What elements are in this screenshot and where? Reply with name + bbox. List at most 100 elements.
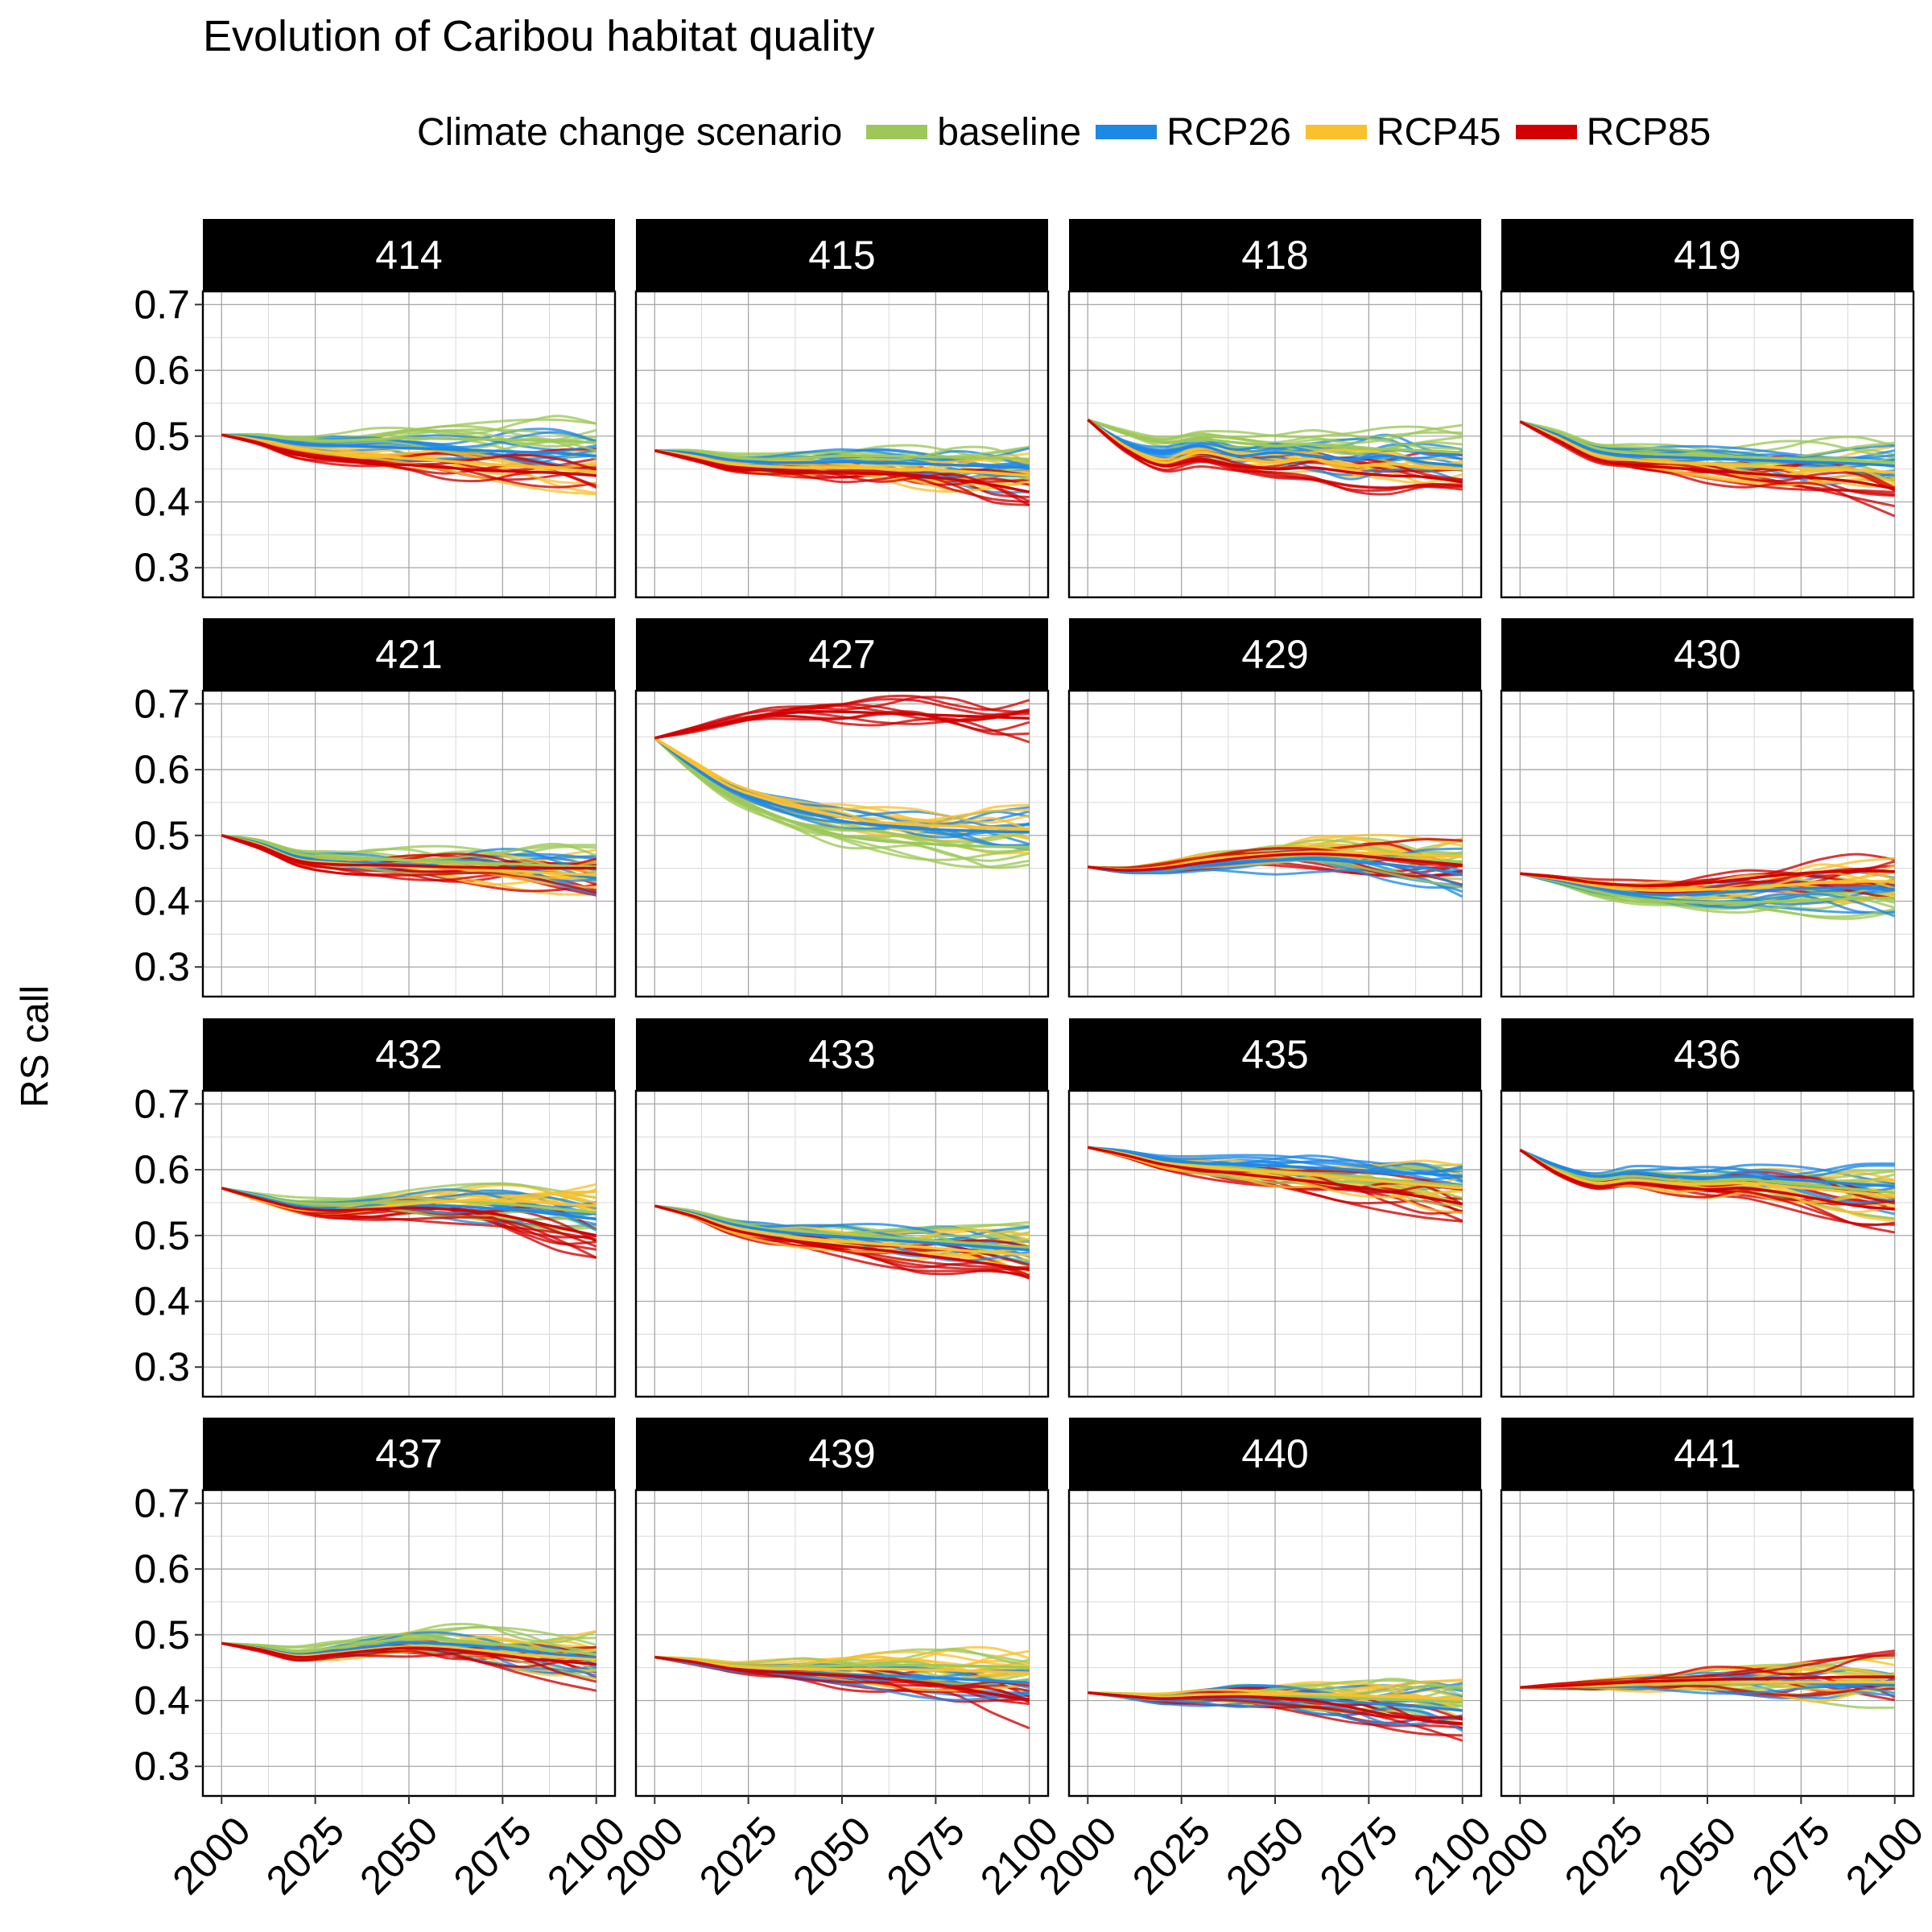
series-line-baseline	[654, 737, 1030, 869]
panel-border	[1067, 689, 1483, 998]
legend-label-rcp26: RCP26	[1166, 110, 1291, 154]
series-trend-rcp26	[654, 449, 1030, 469]
facet-strip	[636, 219, 1048, 291]
facet-label: 429	[1241, 632, 1308, 677]
panel-border	[634, 689, 1050, 998]
series-trend-rcp85	[221, 1641, 597, 1666]
series-lines	[1087, 418, 1463, 496]
y-tick-label: 0.5	[134, 1612, 190, 1657]
facet-panel-430: 430	[1500, 618, 1915, 998]
x-tick-label: 2050	[1217, 1808, 1312, 1903]
series-trend-rcp45	[1519, 1149, 1895, 1198]
x-tick-label: 2025	[691, 1808, 786, 1903]
facet-label: 435	[1241, 1032, 1308, 1077]
series-trend-rcp85	[654, 1655, 1030, 1703]
x-tick-label: 2075	[1744, 1808, 1839, 1903]
facet-strip	[1501, 1418, 1913, 1490]
y-tick-label: 0.7	[134, 681, 190, 726]
series-lines	[1088, 833, 1463, 898]
series-trend-rcp45	[654, 1655, 1030, 1674]
y-tick-label: 0.6	[134, 1546, 190, 1591]
legend-key-rcp26	[1096, 125, 1158, 139]
series-line-rcp85	[1519, 420, 1896, 518]
facet-panel-433: 433	[634, 1018, 1050, 1398]
series-trend-rcp85	[1519, 420, 1896, 490]
legend-item-rcp85: RCP85	[1515, 110, 1711, 155]
facet-strip	[203, 1018, 615, 1091]
legend-item-baseline: baseline	[866, 110, 1081, 155]
series-trend-rcp45	[1519, 420, 1895, 474]
y-tick-label: 0.3	[134, 1344, 190, 1389]
series-trend-rcp85	[1520, 1675, 1895, 1689]
panel-border	[634, 1089, 1050, 1398]
series-lines	[1519, 852, 1896, 920]
series-trend-rcp85	[654, 710, 1030, 740]
chart-title: Evolution of Caribou habitat quality	[203, 12, 875, 60]
panel-border	[201, 689, 617, 998]
x-tick-label: 2000	[164, 1808, 259, 1903]
x-tick-label: 2025	[1556, 1808, 1651, 1903]
series-trend-rcp85	[1088, 852, 1463, 872]
y-tick-label: 0.6	[134, 1147, 190, 1192]
panel-border	[1500, 290, 1915, 599]
facet-strip	[636, 1018, 1048, 1091]
series-lines	[221, 415, 597, 496]
series-line-baseline	[1519, 420, 1895, 460]
legend: Climate change scenario baseline RCP26 R…	[417, 105, 1725, 159]
series-line-rcp85	[221, 834, 597, 894]
panel-border	[1067, 290, 1483, 599]
facet-label: 439	[808, 1431, 875, 1476]
series-trend-rcp26	[221, 1187, 597, 1221]
series-trend-rcp85	[221, 1187, 597, 1237]
facet-label: 419	[1674, 233, 1740, 278]
series-line-rcp85	[1087, 419, 1463, 493]
series-trend-rcp26	[654, 737, 1030, 834]
facet-strip	[203, 1418, 615, 1490]
facet-strip	[203, 219, 615, 291]
facet-strip	[636, 1418, 1048, 1490]
series-trend-baseline	[221, 1637, 597, 1656]
y-tick-label: 0.5	[134, 1213, 190, 1258]
series-trend-rcp85	[221, 433, 597, 477]
series-line-rcp85	[1088, 838, 1463, 869]
y-tick-label: 0.4	[134, 1678, 190, 1724]
y-tick-label: 0.5	[134, 414, 190, 459]
x-tick-label: 2050	[1649, 1808, 1744, 1903]
facet-strip	[203, 618, 615, 691]
series-trend-baseline	[1519, 420, 1895, 464]
facet-label: 427	[808, 632, 875, 677]
series-trend-rcp85	[654, 449, 1030, 493]
grid-lines	[636, 291, 1048, 597]
series-trend-rcp45	[654, 737, 1030, 831]
series-trend-baseline	[221, 834, 597, 869]
series-lines	[1087, 1146, 1463, 1223]
facet-label: 414	[375, 233, 442, 278]
series-trend-baseline	[654, 449, 1030, 461]
series-line-rcp26	[1087, 419, 1463, 484]
legend-item-rcp45: RCP45	[1305, 110, 1501, 155]
facet-panel-427: 427	[634, 618, 1050, 998]
legend-key-rcp45	[1305, 125, 1367, 139]
y-tick-label: 0.7	[134, 1081, 190, 1126]
series-trend-rcp26	[221, 433, 597, 457]
panel-border	[1500, 689, 1915, 998]
series-trend-rcp85	[1088, 1691, 1463, 1725]
series-trend-rcp85	[1087, 419, 1463, 484]
series-trend-rcp85	[1519, 1149, 1895, 1211]
x-tick-label: 2075	[878, 1808, 973, 1903]
facet-strip	[1069, 1018, 1481, 1091]
legend-key-baseline	[866, 125, 928, 139]
series-line-rcp45	[1087, 1146, 1463, 1199]
series-trend-baseline	[654, 737, 1030, 849]
series-line-baseline	[221, 1625, 597, 1653]
facet-label: 418	[1241, 233, 1308, 278]
grid-lines	[1501, 691, 1913, 997]
series-trend-baseline	[1519, 872, 1895, 905]
facet-label: 415	[808, 233, 875, 278]
facet-label: 432	[375, 1032, 442, 1077]
series-lines	[654, 444, 1030, 506]
series-line-rcp45	[654, 737, 1030, 824]
series-line-baseline	[1087, 418, 1463, 444]
